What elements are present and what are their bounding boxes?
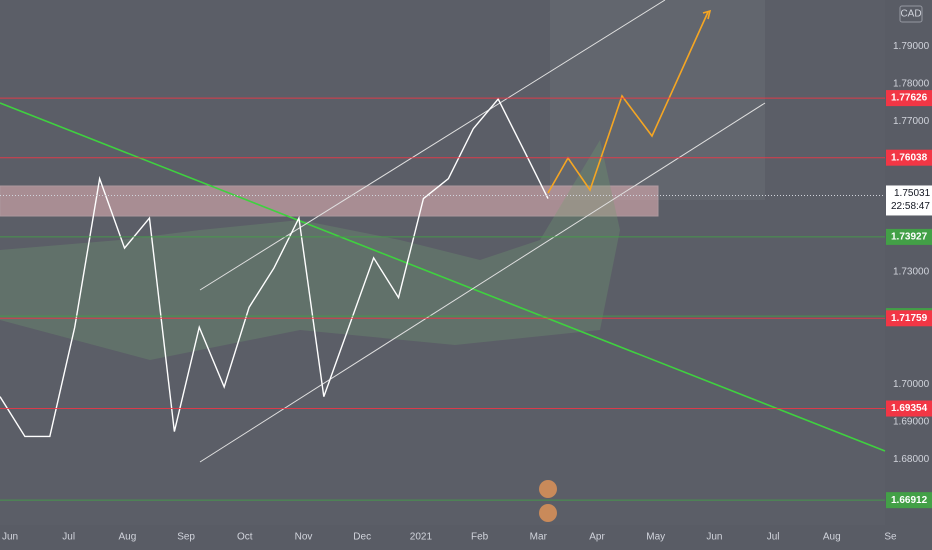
time-label: Feb <box>471 532 489 543</box>
price-line <box>0 97 549 438</box>
event-icon[interactable] <box>539 480 557 498</box>
trend-line <box>0 102 886 452</box>
y-tick-label: 1.78000 <box>893 79 930 90</box>
price-tag-label: 1.77626 <box>891 93 928 104</box>
price-tag <box>886 149 932 166</box>
price-tag-label: 1.76038 <box>891 152 928 163</box>
currency: CAD <box>900 9 921 20</box>
y-tick-label: 1.79000 <box>893 41 930 52</box>
countdown: 22:58:47 <box>891 201 930 212</box>
time-label: Nov <box>295 532 313 543</box>
price-tag <box>886 90 932 107</box>
currency-box <box>899 5 923 23</box>
y-tick-label: 1.69000 <box>893 416 930 427</box>
time-label: Jun <box>2 532 18 543</box>
y-tick-label: 1.77000 <box>893 116 930 127</box>
time-label: Aug <box>119 532 137 543</box>
time-label: Dec <box>353 532 371 543</box>
price-tag <box>886 228 932 245</box>
price-tag <box>886 492 932 509</box>
last-price-tag <box>886 185 932 216</box>
time-label: 2021 <box>410 532 433 543</box>
event-icon[interactable] <box>539 504 557 522</box>
time-label: Se <box>884 532 897 543</box>
y-tick-label: 1.70000 <box>893 379 930 390</box>
time-label: Mar <box>530 532 548 543</box>
time-label: May <box>646 532 665 543</box>
time-label: Sep <box>177 532 195 543</box>
projection <box>547 11 709 194</box>
time-label: Jul <box>767 532 780 543</box>
time-label: Jun <box>706 532 722 543</box>
time-label: Apr <box>589 532 605 543</box>
time-label: Jul <box>62 532 75 543</box>
price-tag-label: 1.71759 <box>891 313 928 324</box>
channel-line <box>199 102 766 463</box>
arrow-head <box>702 9 712 20</box>
channel-line <box>199 0 666 291</box>
price-tag <box>886 400 932 417</box>
price-tag-label: 1.73927 <box>891 232 928 243</box>
time-label: Oct <box>237 532 253 543</box>
cloud <box>0 140 620 360</box>
price-tag-label: 1.66912 <box>891 495 928 506</box>
price-tag <box>886 310 932 327</box>
time-label: Aug <box>823 532 841 543</box>
last-price-label: 1.75031 <box>894 188 931 199</box>
price-tag-label: 1.69354 <box>891 403 928 414</box>
projection-area <box>550 0 765 200</box>
y-tick-label: 1.68000 <box>893 454 930 465</box>
y-tick-label: 1.73000 <box>893 266 930 277</box>
time-axis <box>0 525 885 550</box>
